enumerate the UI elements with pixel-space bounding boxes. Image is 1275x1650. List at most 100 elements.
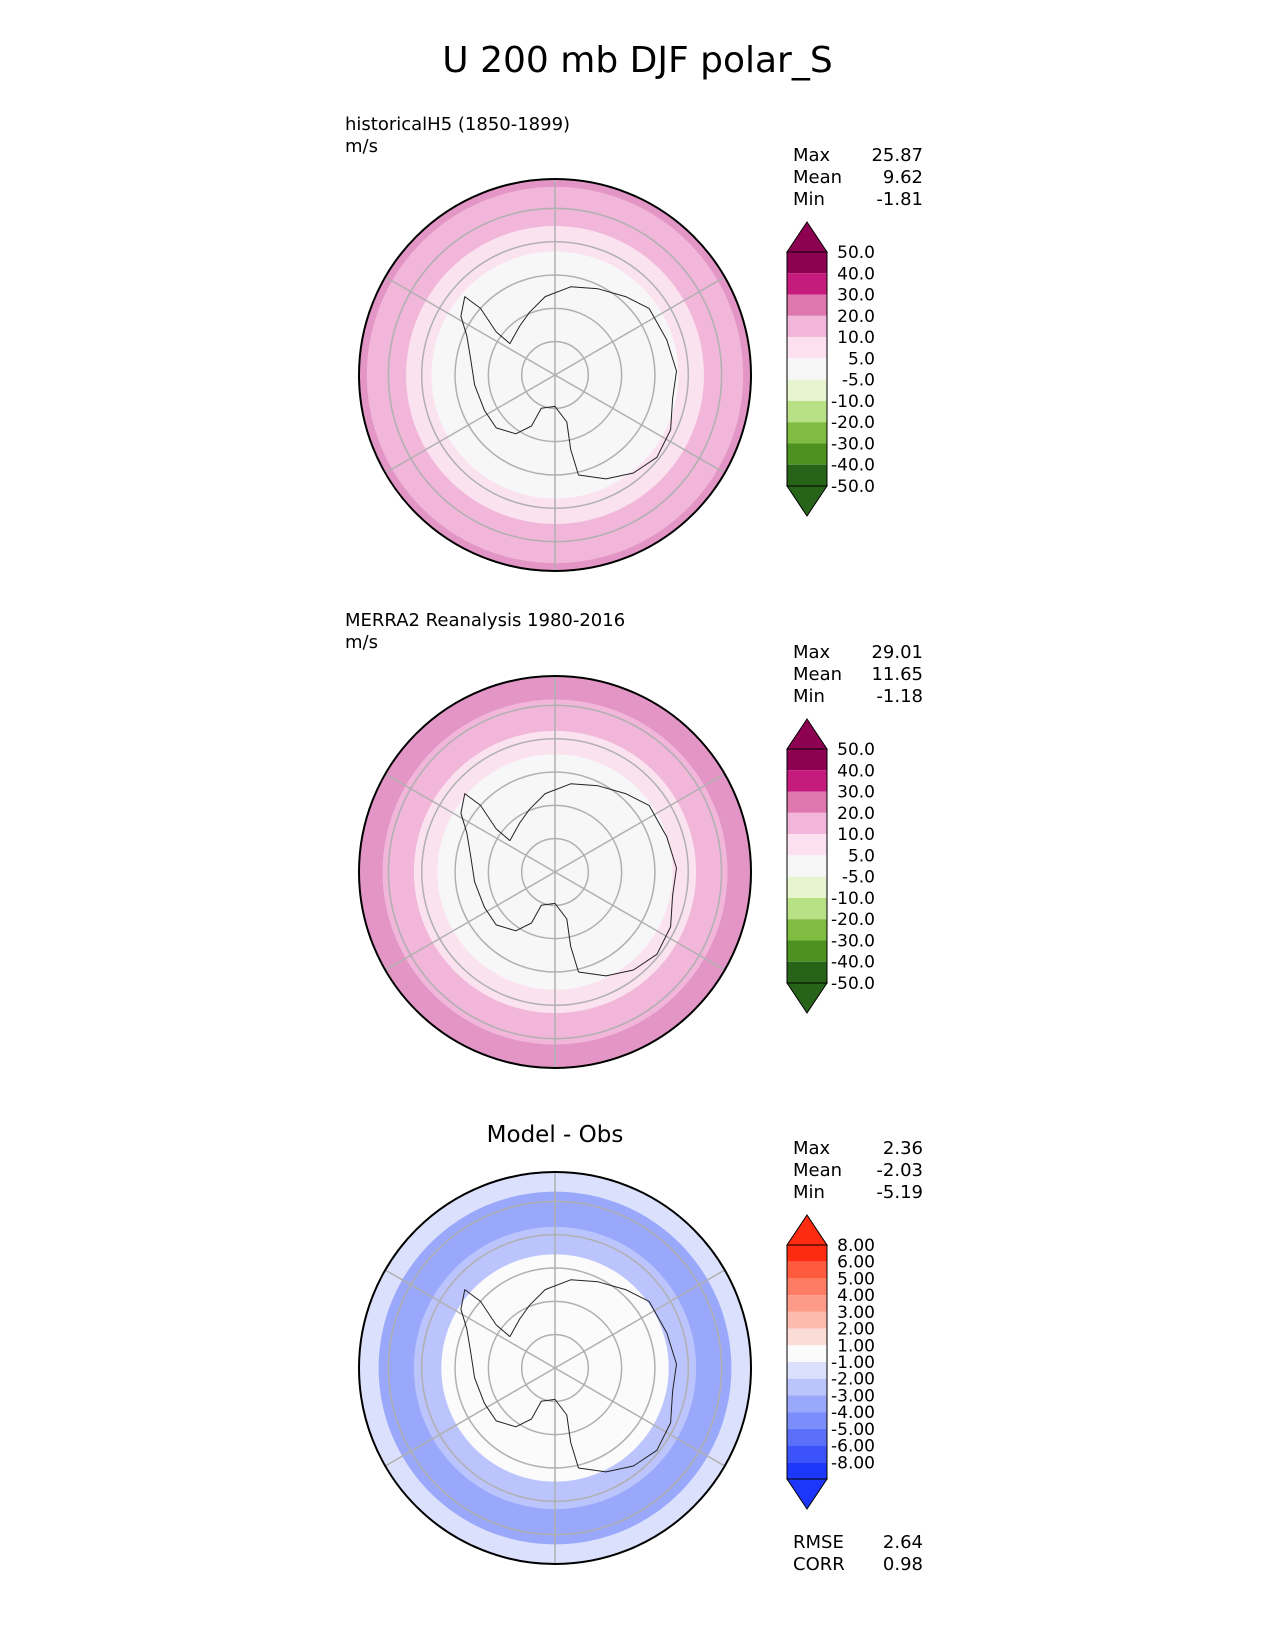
stat-mean-value: 11.65 <box>871 664 923 685</box>
stat-max-label: Max <box>793 1138 831 1159</box>
meridian-gridline <box>554 773 726 873</box>
panel-3-stats: Max 2.36 Mean -2.03 Min -5.19 <box>793 1138 923 1204</box>
colorbar-band <box>787 749 827 771</box>
colorbar-band <box>787 876 827 898</box>
main-title: U 200 mb DJF polar_S <box>442 40 833 81</box>
stat-max-label: Max <box>793 145 831 166</box>
colorbar-band <box>787 961 827 983</box>
colorbar-top-arrow <box>786 1214 828 1246</box>
colorbar-band <box>787 252 827 274</box>
panel-3-colorbar: 8.006.005.004.003.002.001.00-1.00-2.00-3… <box>786 1214 875 1510</box>
colorbar-tick-label: -3.00 <box>831 1386 875 1406</box>
panel-2-colorbar: 50.040.030.020.010.05.0-5.0-10.0-20.0-30… <box>786 718 875 1014</box>
stat-max-value: 25.87 <box>871 145 923 166</box>
colorbar-tick-label: -5.00 <box>831 1420 875 1440</box>
colorbar-band <box>787 1295 827 1312</box>
panel-3-metrics: RMSE 2.64 CORR 0.98 <box>793 1532 923 1576</box>
map-boundary <box>358 178 752 572</box>
colorbar-tick-label: -8.00 <box>831 1453 875 1473</box>
colorbar-band <box>787 1445 827 1463</box>
colorbar-tick-label: 50.0 <box>837 740 875 760</box>
colorbar-tick-label: -20.0 <box>831 910 875 930</box>
colorbar-tick-label: -5.0 <box>842 371 875 391</box>
stat-min-label: Min <box>793 189 825 210</box>
meridian-gridline <box>554 1269 726 1369</box>
colorbar-band <box>787 1395 827 1413</box>
colorbar-tick-label: 6.00 <box>837 1253 875 1273</box>
colorbar-band <box>787 1278 827 1296</box>
colorbar-tick-label: 4.00 <box>837 1286 875 1306</box>
colorbar-bottom-arrow <box>786 982 828 1014</box>
panel-1-stats: Max 25.87 Mean 9.62 Min -1.81 <box>793 145 923 211</box>
colorbar-tick-label: 5.00 <box>837 1269 875 1289</box>
colorbar-band <box>787 379 827 401</box>
colorbar-tick-label: -20.0 <box>831 413 875 433</box>
meridian-gridline <box>384 871 556 971</box>
colorbar-band <box>787 770 827 792</box>
colorbar-tick-label: -2.00 <box>831 1370 875 1390</box>
colorbar-top-arrow <box>786 718 828 750</box>
colorbar-band <box>787 1328 827 1346</box>
colorbar-tick-label: 3.00 <box>837 1303 875 1323</box>
colorbar-band <box>787 940 827 962</box>
colorbar-band <box>787 443 827 465</box>
meridian-gridline <box>384 773 556 873</box>
panel-1-colorbar: 50.040.030.020.010.05.0-5.0-10.0-20.0-30… <box>786 221 875 517</box>
panel-3-map <box>358 1171 752 1565</box>
colorbar-band <box>787 855 827 877</box>
colorbar-tick-label: 5.0 <box>848 846 875 866</box>
meridian-gridline <box>554 374 726 474</box>
panel-1-units: m/s <box>345 136 378 157</box>
colorbar-band <box>787 294 827 316</box>
colorbar-band <box>787 400 827 423</box>
colorbar-band <box>787 1378 827 1396</box>
stat-mean-label: Mean <box>793 1160 843 1181</box>
colorbar-frame <box>786 1244 828 1480</box>
corr-label: CORR <box>793 1554 845 1575</box>
colorbar-band <box>787 1311 827 1329</box>
rmse-label: RMSE <box>793 1532 844 1553</box>
stat-mean-label: Mean <box>793 167 843 188</box>
colorbar-band <box>787 273 827 295</box>
stat-min-label: Min <box>793 1182 825 1203</box>
stat-max-value: 2.36 <box>882 1138 923 1159</box>
colorbar-tick-label: -4.00 <box>831 1403 875 1423</box>
colorbar-tick-label: -40.0 <box>831 456 875 476</box>
colorbar-tick-label: -30.0 <box>831 931 875 951</box>
stat-mean-value: -2.03 <box>876 1160 923 1181</box>
colorbar-band <box>787 1245 827 1262</box>
colorbar-band <box>787 791 827 813</box>
panel-2-map <box>358 675 752 1069</box>
meridian-gridline <box>554 276 726 376</box>
colorbar-tick-label: -1.00 <box>831 1353 875 1373</box>
colorbar-band <box>787 812 827 835</box>
colorbar-tick-label: -30.0 <box>831 434 875 454</box>
stat-mean-value: 9.62 <box>882 167 923 188</box>
colorbar-band <box>787 1261 827 1279</box>
colorbar-bottom-arrow <box>786 485 828 517</box>
colorbar-band <box>787 1462 827 1479</box>
antarctica-coastline <box>460 783 677 977</box>
colorbar-bottom-arrow <box>786 1478 828 1510</box>
colorbar-tick-label: 40.0 <box>837 761 875 781</box>
colorbar-tick-label: 50.0 <box>837 243 875 263</box>
stat-max-label: Max <box>793 642 831 663</box>
colorbar-band <box>787 834 827 856</box>
stat-min-value: -1.81 <box>876 189 923 210</box>
colorbar-tick-label: -40.0 <box>831 953 875 973</box>
colorbar-tick-label: -50.0 <box>831 974 875 994</box>
colorbar-band <box>787 1362 827 1379</box>
meridian-gridline <box>384 276 556 376</box>
stat-mean-label: Mean <box>793 664 843 685</box>
colorbar-band <box>787 1428 827 1446</box>
antarctica-coastline <box>460 286 677 480</box>
colorbar-tick-label: -5.0 <box>842 868 875 888</box>
colorbar-frame <box>786 748 828 984</box>
colorbar-band <box>787 1412 827 1429</box>
rmse-value: 2.64 <box>882 1532 923 1553</box>
stat-min-value: -1.18 <box>876 686 923 707</box>
colorbar-band <box>787 897 827 920</box>
colorbar-tick-label: 30.0 <box>837 286 875 306</box>
colorbar-tick-label: -6.00 <box>831 1437 875 1457</box>
colorbar-tick-label: -10.0 <box>831 889 875 909</box>
